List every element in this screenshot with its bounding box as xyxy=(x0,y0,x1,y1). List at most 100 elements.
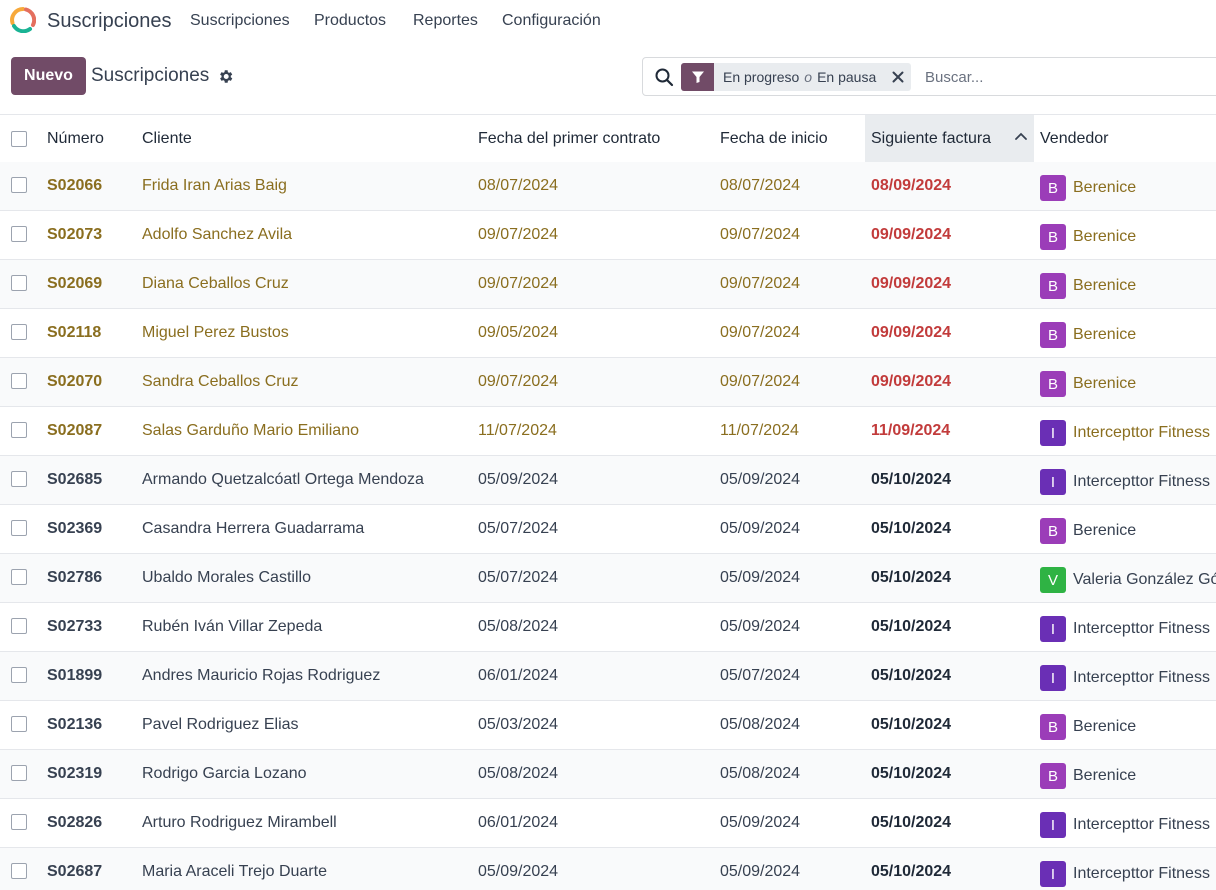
row-checkbox[interactable] xyxy=(11,275,27,291)
row-checkbox[interactable] xyxy=(11,716,27,732)
cell-cliente: Rubén Iván Villar Zepeda xyxy=(142,618,323,635)
cell-siguiente-factura: 09/09/2024 xyxy=(871,373,952,390)
row-checkbox[interactable] xyxy=(11,373,27,389)
menu-configuracion[interactable]: Configuración xyxy=(502,12,601,29)
app-name[interactable]: Suscripciones xyxy=(47,10,172,32)
column-label: Fecha de inicio xyxy=(720,130,828,147)
row-checkbox[interactable] xyxy=(11,422,27,438)
cell-fecha-inicio: 05/08/2024 xyxy=(720,716,801,733)
row-checkbox[interactable] xyxy=(11,177,27,193)
close-icon[interactable] xyxy=(885,63,911,91)
vendedor-name: Intercepttor Fitness xyxy=(1073,669,1210,686)
column-label: Siguiente factura xyxy=(871,130,992,147)
cell-siguiente-factura: 05/10/2024 xyxy=(871,520,952,537)
cell-numero: S02319 xyxy=(47,765,103,782)
top-navbar: Suscripciones Suscripciones Productos Re… xyxy=(0,0,1216,43)
table-row[interactable]: S02687 Maria Araceli Trejo Duarte 05/09/20… xyxy=(0,848,1216,890)
facet-value-en-pausa: En pausa xyxy=(817,69,877,85)
cell-vendedor: B Berenice xyxy=(1040,752,1216,800)
row-checkbox[interactable] xyxy=(11,569,27,585)
cell-siguiente-factura: 05/10/2024 xyxy=(871,765,952,782)
row-checkbox[interactable] xyxy=(11,667,27,683)
search-input[interactable] xyxy=(925,66,1216,88)
avatar: B xyxy=(1040,224,1066,250)
table-row[interactable]: S02733 Rubén Iván Villar Zepeda 05/08/2024… xyxy=(0,603,1216,652)
cell-vendedor: B Berenice xyxy=(1040,360,1216,408)
table-row[interactable]: S02826 Arturo Rodriguez Mirambell 06/01/20… xyxy=(0,799,1216,848)
cell-siguiente-factura: 05/10/2024 xyxy=(871,569,952,586)
cell-fecha-primer-contrato: 09/07/2024 xyxy=(478,275,559,292)
table-row[interactable]: S02070 Sandra Ceballos Cruz 09/07/2024 09/0… xyxy=(0,358,1216,407)
avatar: I xyxy=(1040,469,1066,495)
row-checkbox[interactable] xyxy=(11,863,27,879)
cell-cliente: Maria Araceli Trejo Duarte xyxy=(142,863,327,880)
vendedor-name: Berenice xyxy=(1073,326,1137,343)
new-button[interactable]: Nuevo xyxy=(11,57,86,95)
table-row[interactable]: S02118 Miguel Perez Bustos 09/05/2024 09/07… xyxy=(0,309,1216,358)
table-row[interactable]: S01899 Andres Mauricio Rojas Rodriguez 06/… xyxy=(0,652,1216,701)
row-checkbox[interactable] xyxy=(11,765,27,781)
vendedor-name: Intercepttor Fitness xyxy=(1073,865,1210,882)
cell-siguiente-factura: 05/10/2024 xyxy=(871,618,952,635)
cell-vendedor: B Berenice xyxy=(1040,213,1216,261)
cell-cliente: Adolfo Sanchez Avila xyxy=(142,226,293,243)
table-row[interactable]: S02066 Frida Iran Arias Baig 08/07/2024 08/… xyxy=(0,162,1216,211)
cell-siguiente-factura: 08/09/2024 xyxy=(871,177,952,194)
table-header: Número Cliente Fecha del primer contrato… xyxy=(0,114,1216,163)
cell-siguiente-factura: 05/10/2024 xyxy=(871,863,952,880)
select-all-checkbox[interactable] xyxy=(11,131,27,147)
column-header-siguiente-factura[interactable]: Siguiente factura xyxy=(865,115,1034,163)
table-row[interactable]: S02685 Armando Quetzalcóatl Ortega Mendoz… xyxy=(0,456,1216,505)
cell-vendedor: V Valeria González Gó xyxy=(1040,556,1216,604)
table-row[interactable]: S02087 Salas Garduño Mario Emiliano 11/07/… xyxy=(0,407,1216,456)
menu-suscripciones[interactable]: Suscripciones xyxy=(190,12,290,29)
cell-fecha-primer-contrato: 09/05/2024 xyxy=(478,324,559,341)
cell-vendedor: B Berenice xyxy=(1040,164,1216,212)
row-checkbox[interactable] xyxy=(11,471,27,487)
table-row[interactable]: S02369 Casandra Herrera Guadarrama 05/07/2… xyxy=(0,505,1216,554)
table-row[interactable]: S02069 Diana Ceballos Cruz 09/07/2024 09/07… xyxy=(0,260,1216,309)
row-checkbox[interactable] xyxy=(11,520,27,536)
row-checkbox[interactable] xyxy=(11,618,27,634)
avatar: B xyxy=(1040,175,1066,201)
table-row[interactable]: S02786 Ubaldo Morales Castillo 05/07/2024 0… xyxy=(0,554,1216,603)
avatar: V xyxy=(1040,567,1066,593)
column-header-vendedor[interactable]: Vendedor xyxy=(1040,115,1216,163)
column-header-fecha-inicio[interactable]: Fecha de inicio xyxy=(720,115,860,163)
cell-siguiente-factura: 05/10/2024 xyxy=(871,716,952,733)
gear-icon[interactable] xyxy=(217,68,234,85)
app-logo-icon[interactable] xyxy=(10,7,36,33)
cell-numero: S02733 xyxy=(47,618,103,635)
cell-fecha-primer-contrato: 05/07/2024 xyxy=(478,520,559,537)
cell-siguiente-factura: 05/10/2024 xyxy=(871,471,952,488)
cell-fecha-primer-contrato: 05/07/2024 xyxy=(478,569,559,586)
menu-reportes[interactable]: Reportes xyxy=(413,12,478,29)
row-checkbox[interactable] xyxy=(11,324,27,340)
cell-fecha-primer-contrato: 06/01/2024 xyxy=(478,814,559,831)
cell-cliente: Miguel Perez Bustos xyxy=(142,324,289,341)
cell-vendedor: B Berenice xyxy=(1040,311,1216,359)
row-checkbox[interactable] xyxy=(11,814,27,830)
column-header-fecha-primer-contrato[interactable]: Fecha del primer contrato xyxy=(478,115,713,163)
table-row[interactable]: S02319 Rodrigo Garcia Lozano 05/08/2024 05/… xyxy=(0,750,1216,799)
column-header-numero[interactable]: Número xyxy=(47,115,137,163)
table-row[interactable]: S02073 Adolfo Sanchez Avila 09/07/2024 09/0… xyxy=(0,211,1216,260)
search-facet[interactable]: En progreso o En pausa xyxy=(681,63,912,91)
cell-fecha-primer-contrato: 06/01/2024 xyxy=(478,667,559,684)
avatar: I xyxy=(1040,861,1066,887)
cell-vendedor: I Intercepttor Fitness xyxy=(1040,850,1216,890)
search-icon[interactable] xyxy=(654,67,674,87)
search-bar[interactable]: En progreso o En pausa xyxy=(642,57,1216,96)
cell-vendedor: I Intercepttor Fitness xyxy=(1040,458,1216,506)
row-checkbox[interactable] xyxy=(11,226,27,242)
column-header-cliente[interactable]: Cliente xyxy=(142,115,472,163)
avatar: B xyxy=(1040,322,1066,348)
avatar: B xyxy=(1040,763,1066,789)
table-row[interactable]: S02136 Pavel Rodriguez Elias 05/03/2024 05/… xyxy=(0,701,1216,750)
cell-numero: S02118 xyxy=(47,324,102,341)
cell-siguiente-factura: 09/09/2024 xyxy=(871,324,952,341)
menu-productos[interactable]: Productos xyxy=(314,12,387,29)
cell-cliente: Andres Mauricio Rojas Rodriguez xyxy=(142,667,381,684)
vendedor-name: Intercepttor Fitness xyxy=(1073,620,1210,637)
avatar: I xyxy=(1040,665,1066,691)
